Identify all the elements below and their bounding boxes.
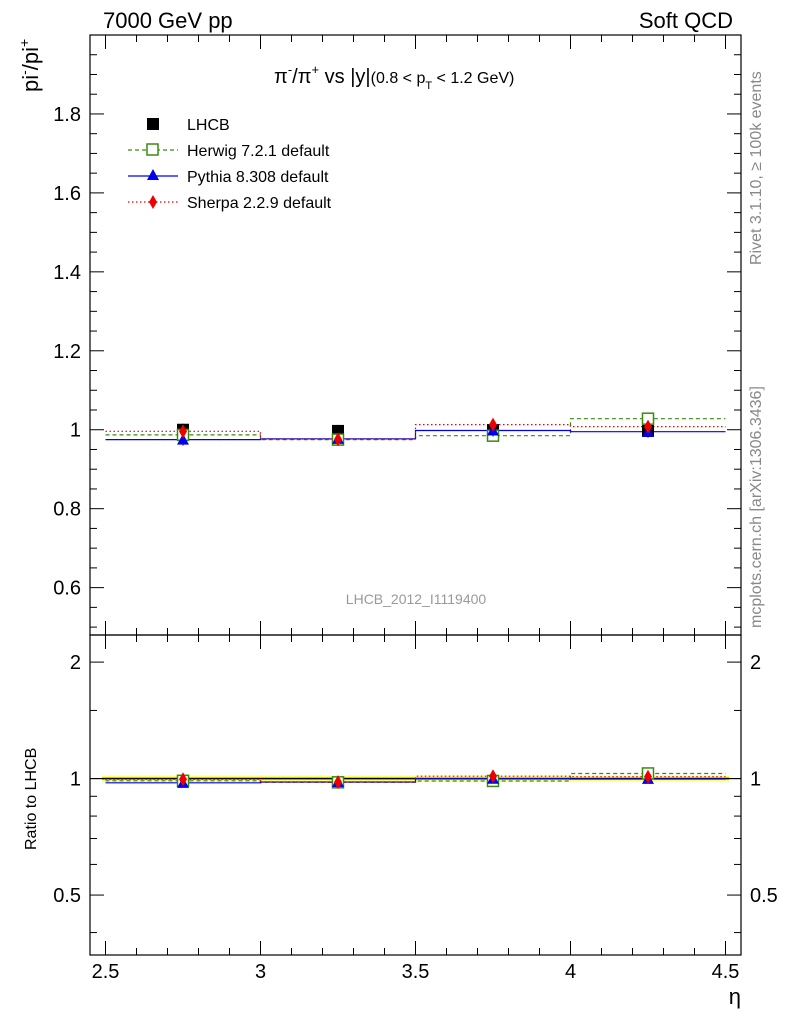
- header-right-label: Soft QCD: [639, 8, 733, 33]
- ratio-panel: 0.5 0.5 1 1 2 2 Ratio to LHCB: [23, 634, 778, 956]
- ratio-series-line: [105, 778, 726, 784]
- ylabel-slash: /pi: [18, 47, 43, 70]
- main-y-tick-label: 1.8: [53, 104, 81, 126]
- x-tick-label: 2.5: [92, 961, 120, 983]
- main-y-tick-label: 0.8: [53, 499, 81, 521]
- ratio-series: [105, 767, 726, 790]
- legend-label-pythia: Pythia 8.308 default: [187, 169, 329, 186]
- ratio-y-tick-label-right: 0.5: [750, 885, 778, 907]
- x-tick-label: 3.5: [402, 961, 430, 983]
- x-tick-label: 4: [565, 961, 576, 983]
- main-point: [177, 433, 189, 445]
- main-y-tick-label: 0.6: [53, 578, 81, 600]
- title-pi: π: [274, 66, 288, 88]
- ratio-y-tick-label: 2: [70, 652, 81, 674]
- ratio-ticks: [90, 635, 741, 955]
- ylabel-sup1: -: [16, 70, 32, 75]
- title-sup-minus: -: [288, 62, 292, 77]
- title-vs: vs |y|: [319, 66, 371, 88]
- legend-label-lhcb: LHCB: [187, 117, 230, 134]
- main-point: [179, 424, 187, 439]
- legend-marker-sherpa: [149, 195, 157, 209]
- legend-marker-lhcb: [147, 118, 159, 130]
- ratio-point: [334, 775, 342, 790]
- x-tick-labels: 2.5 3 3.5 4 4.5: [92, 961, 740, 983]
- rivet-label: Rivet 3.1.10, ≥ 100k events: [748, 71, 765, 265]
- main-y-axis-label: pi-/pi+: [16, 39, 43, 92]
- x-axis-label: η: [729, 984, 741, 1009]
- main-ticks: [90, 35, 741, 635]
- main-point: [644, 419, 652, 434]
- main-point: [334, 432, 342, 447]
- x-tick-label: 4.5: [712, 961, 740, 983]
- chart-title: π-/π+ vs |y|(0.8 < pT < 1.2 GeV): [274, 62, 514, 92]
- title-range-sub: T: [425, 80, 432, 92]
- ratio-point: [644, 769, 652, 784]
- main-y-tick-labels: 0.6 0.8 1 1.2 1.4 1.6 1.8: [53, 104, 81, 600]
- main-y-tick-label: 1.2: [53, 341, 81, 363]
- ylabel-sup2: +: [16, 39, 32, 47]
- title-range-post: < 1.2 GeV): [432, 70, 514, 87]
- source-label: mcplots.cern.ch [arXiv:1306.3436]: [748, 386, 765, 628]
- legend: LHCB Herwig 7.2.1 default Pythia 8.308 d…: [128, 117, 332, 212]
- ratio-y-tick-label: 0.5: [53, 885, 81, 907]
- ratio-y-tick-labels: 0.5 0.5 1 1 2 2: [53, 652, 778, 907]
- ylabel-base: pi: [18, 75, 43, 92]
- title-range-pre: (0.8 < p: [371, 70, 426, 87]
- main-y-tick-label: 1.4: [53, 262, 81, 284]
- main-series-line: [105, 424, 726, 440]
- ratio-y-tick-label: 1: [70, 769, 81, 791]
- main-y-tick-label: 1: [70, 420, 81, 442]
- legend-label-sherpa: Sherpa 2.2.9 default: [187, 195, 332, 212]
- main-series-line: [105, 429, 726, 441]
- analysis-watermark: LHCB_2012_I1119400: [346, 591, 487, 607]
- title-sup-plus: +: [312, 62, 320, 77]
- header-left-label: 7000 GeV pp: [103, 8, 233, 33]
- main-series: [105, 412, 726, 447]
- main-point: [489, 417, 497, 432]
- title-slash: /: [292, 66, 298, 88]
- ratio-y-tick-label-right: 2: [750, 652, 761, 674]
- legend-marker-pythia: [147, 169, 159, 180]
- ratio-y-axis-label: Ratio to LHCB: [23, 748, 40, 850]
- legend-marker-herwig: [146, 143, 159, 156]
- x-tick-label: 3: [255, 961, 266, 983]
- main-panel: 0.60.811.21.41.61.8 pi-/pi+ π-/π+ vs |y|…: [16, 34, 742, 636]
- ratio-point: [489, 769, 497, 784]
- title-pi2: π: [298, 66, 312, 88]
- legend-label-herwig: Herwig 7.2.1 default: [187, 143, 330, 160]
- main-y-tick-label: 1.6: [53, 183, 81, 205]
- ratio-point: [179, 772, 187, 787]
- ratio-y-tick-label-right: 1: [750, 769, 761, 791]
